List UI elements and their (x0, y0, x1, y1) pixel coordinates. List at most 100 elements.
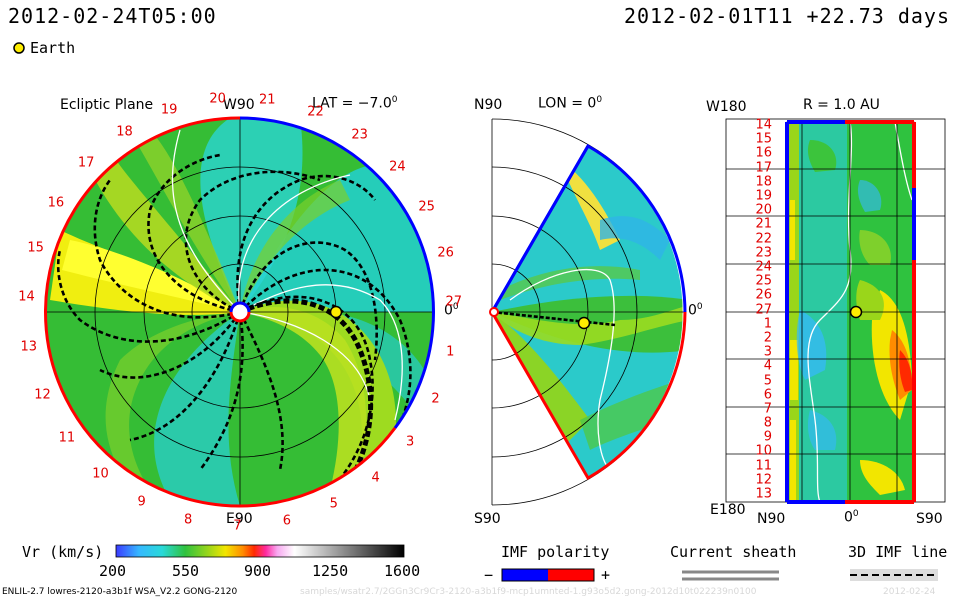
ecliptic-title: Ecliptic Plane (60, 97, 154, 113)
radial-title: R = 1.0 AU (803, 97, 880, 113)
radial-bottom-tick-0: 00 (844, 509, 859, 526)
colorbar-tick-1250: 1250 (312, 562, 349, 580)
header-right-time: 2012-02-01T11 +22.73 days (623, 4, 950, 28)
radial-bottom-left-label: E180 (710, 502, 746, 518)
footer-middle: samples/wsatr2.7/2GGn3Cr9Cr3-2120-a3b1f9… (300, 587, 757, 597)
radial-tick-label: 23 (755, 245, 772, 261)
radial-tick-label: 18 (755, 174, 772, 190)
ecliptic-right-label: 00 (444, 302, 459, 319)
radial-tick-label: 7 (763, 401, 772, 417)
ecliptic-tick-label: 9 (137, 494, 146, 510)
radial-tick-label: 10 (755, 443, 772, 459)
ecliptic-tick-label: 17 (77, 155, 95, 171)
ecliptic-tick-label: 7 (233, 518, 242, 534)
radial-tick-label: 11 (755, 458, 772, 474)
ecliptic-tick-label: 5 (329, 496, 338, 512)
meridional-polarity-negative (490, 311, 687, 481)
imf-negative-swatch (502, 569, 548, 581)
radial-tick-label: 15 (755, 131, 772, 147)
radial-tick-label: 9 (763, 429, 772, 445)
ecliptic-tick-label: 26 (437, 245, 454, 261)
ecliptic-tick-label: 8 (184, 512, 193, 528)
radial-bottom-tick-n90: N90 (757, 511, 786, 527)
imf-minus-label: − (484, 566, 494, 584)
ecliptic-tick-label: 2 (431, 391, 440, 407)
radial-tick-label: 26 (755, 287, 772, 303)
footer-right: 2012-02-24 (883, 587, 936, 597)
imf3d-label: 3D IMF line (848, 543, 948, 561)
imf3d-swatch (850, 569, 938, 581)
colorbar-tick-550: 550 (172, 562, 200, 580)
ecliptic-bottom-label: E90 (226, 511, 253, 527)
radial-tick-label: 20 (755, 202, 772, 218)
ecliptic-tick-label: 6 (282, 513, 292, 529)
radial-tick-label: 16 (755, 145, 772, 161)
ecliptic-tick-label: 10 (92, 466, 109, 482)
ecliptic-tick-label: 3 (406, 434, 415, 450)
colorbar (115, 544, 405, 558)
radial-tick-label: 24 (755, 259, 772, 275)
radial-panel (725, 118, 946, 504)
radial-tick-label: 4 (763, 358, 772, 374)
ecliptic-current-sheath (171, 129, 403, 421)
colorbar-label: Vr (km/s) (22, 543, 104, 561)
ecliptic-tick-label: 18 (116, 124, 133, 140)
radial-bottom-tick-s90: S90 (916, 511, 943, 527)
ecliptic-tick-label: 12 (34, 387, 51, 402)
earth-legend-label: Earth (30, 39, 76, 57)
ecliptic-tick-label: 11 (58, 430, 76, 446)
meridional-right-label: 00 (688, 302, 703, 319)
ecliptic-tick-label: 23 (351, 127, 368, 143)
imf-positive-swatch (548, 569, 594, 581)
earth-legend-icon (13, 42, 25, 54)
imf-plus-label: + (601, 566, 611, 584)
radial-tick-label: 22 (755, 231, 772, 246)
ecliptic-tick-label: 27 (445, 294, 463, 310)
colorbar-tick-1600: 1600 (384, 562, 421, 580)
ecliptic-tick-label: 19 (160, 102, 178, 118)
meridional-current-sheath (509, 268, 615, 471)
radial-tick-label: 27 (755, 302, 772, 317)
ecliptic-tick-label: 16 (47, 195, 65, 211)
radial-tick-label: 3 (763, 344, 772, 360)
colorbar-tick-200: 200 (99, 562, 127, 580)
ecliptic-3d-imf-line (238, 298, 374, 492)
ecliptic-tick-label: 21 (259, 92, 276, 108)
ecliptic-tick-label: 24 (389, 159, 406, 175)
radial-tick-label: 21 (755, 216, 772, 232)
meridional-panel (489, 118, 687, 506)
ecliptic-top-label: W90 (223, 97, 255, 113)
current-sheath-swatch (682, 570, 779, 581)
ecliptic-colormap (50, 118, 434, 506)
radial-current-sheath (807, 122, 853, 502)
radial-tick-label: 14 (755, 117, 772, 133)
radial-tick-label: 13 (755, 486, 772, 502)
meridional-3d-imf-line (491, 310, 616, 327)
earth-marker-ecliptic (329, 305, 343, 319)
meridional-lon-label: LON = 00 (538, 95, 603, 112)
radial-tick-label: 12 (755, 472, 772, 488)
imf-polarity-label: IMF polarity (501, 543, 610, 561)
radial-tick-label: 17 (755, 160, 772, 176)
current-sheath-label: Current sheath (670, 543, 797, 561)
radial-tick-label: 2 (763, 330, 772, 346)
ecliptic-tick-label: 20 (209, 91, 226, 107)
radial-tick-label: 5 (763, 373, 772, 388)
header-left-time: 2012-02-24T05:00 (8, 4, 217, 28)
ecliptic-tick-label: 25 (418, 199, 435, 215)
radial-tick-label: 25 (755, 273, 772, 289)
earth-marker-meridional (577, 316, 591, 330)
meridional-colormap (492, 160, 683, 478)
meridional-top-label: N90 (474, 97, 503, 113)
meridional-polarity-positive (490, 143, 687, 313)
radial-tick-label: 6 (763, 387, 772, 403)
colorbar-tick-900: 900 (244, 562, 272, 580)
ecliptic-spiral-lines (56, 153, 412, 491)
earth-marker-radial (849, 305, 863, 319)
ecliptic-polarity-negative (44, 116, 397, 508)
ecliptic-tick-label: 13 (20, 339, 38, 355)
ecliptic-lat-label: LAT = −7.00 (312, 95, 398, 112)
ecliptic-tick-label: 14 (18, 289, 35, 305)
ecliptic-tick-label: 15 (27, 240, 44, 256)
